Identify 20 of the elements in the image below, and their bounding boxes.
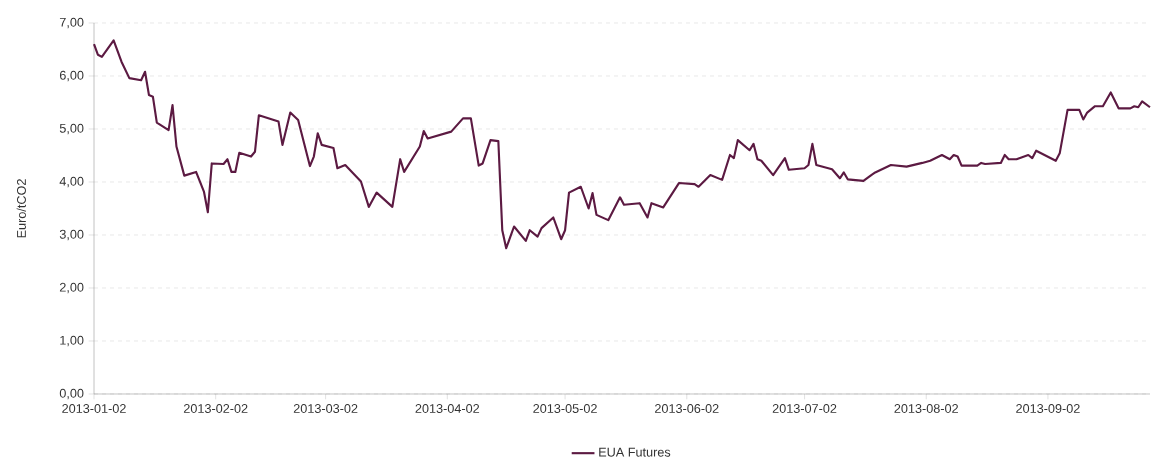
y-tick-label: 6,00 xyxy=(59,70,84,82)
y-tick-label: 3,00 xyxy=(59,229,84,241)
x-tick-label: 2013-08-02 xyxy=(894,404,958,413)
line-series xyxy=(92,39,1152,250)
y-tick-label: 7,00 xyxy=(59,17,84,29)
y-axis-title: Euro/tCO2 xyxy=(16,179,26,238)
y-tick-label: 4,00 xyxy=(59,176,84,188)
y-tick-label: 0,00 xyxy=(59,388,84,400)
y-tick-label: 5,00 xyxy=(59,123,84,135)
x-tick-label: 2013-07-02 xyxy=(772,404,837,413)
x-tick-label: 2013-01-02 xyxy=(62,404,126,413)
x-tick-label: 2013-06-02 xyxy=(655,404,719,413)
y-tick-label: 1,00 xyxy=(60,335,84,347)
x-tick-label: 2013-04-02 xyxy=(415,404,480,413)
x-tick-label: 2013-02-02 xyxy=(183,404,248,413)
x-tick-label: 2013-09-02 xyxy=(1016,404,1080,413)
x-tick-label: 2013-03-02 xyxy=(293,404,358,413)
legend-label: EUA Futures xyxy=(599,447,671,457)
y-tick-label: 2,00 xyxy=(59,282,84,294)
x-tick-label: 2013-05-02 xyxy=(533,404,597,413)
